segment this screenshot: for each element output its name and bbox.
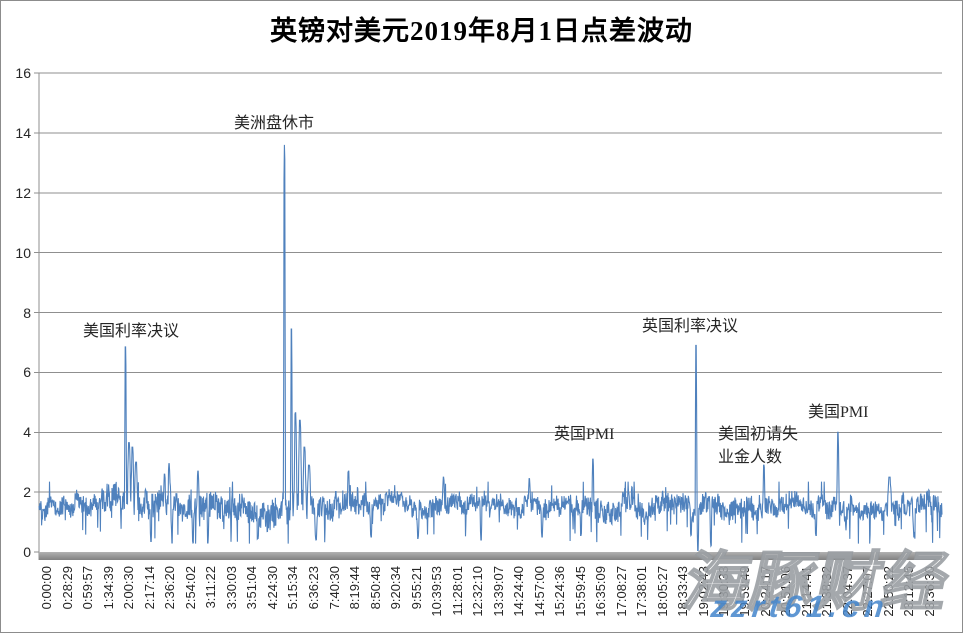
y-tick-label: 12 bbox=[15, 184, 31, 201]
y-tick-label: 14 bbox=[15, 124, 31, 141]
watermark-site: zzrt61.cn bbox=[709, 589, 891, 624]
x-tick-label: 18:05:27 bbox=[654, 566, 670, 617]
x-tick-label: 10:39:53 bbox=[429, 566, 445, 617]
series-line-spread bbox=[38, 144, 943, 552]
x-tick-label: 2:00:30 bbox=[121, 566, 137, 610]
x-tick-label: 14:57:00 bbox=[531, 566, 547, 617]
x-tick-label: 3:51:04 bbox=[244, 566, 260, 610]
x-tick-label: 9:20:34 bbox=[388, 566, 404, 610]
x-tick-label: 17:38:01 bbox=[634, 566, 650, 617]
x-tick-label: 3:30:03 bbox=[223, 566, 239, 610]
x-tick-label: 1:34:39 bbox=[100, 566, 116, 610]
x-tick-label: 14:24:40 bbox=[511, 566, 527, 617]
y-tick-label: 16 bbox=[15, 65, 31, 81]
x-tick-label: 11:28:01 bbox=[449, 566, 465, 616]
x-tick-label: 0:00:00 bbox=[39, 566, 55, 610]
x-tick-label: 0:28:29 bbox=[59, 566, 75, 610]
x-axis-bar bbox=[39, 552, 942, 560]
x-tick-label: 0:59:57 bbox=[80, 566, 96, 610]
x-tick-label: 17:08:27 bbox=[613, 566, 629, 617]
x-tick-label: 3:11:22 bbox=[203, 566, 219, 609]
annotation-label: 英国利率决议 bbox=[642, 318, 739, 335]
x-tick-label: 4:24:30 bbox=[264, 566, 280, 610]
x-tick-label: 2:17:14 bbox=[141, 566, 157, 610]
x-tick-label: 7:40:30 bbox=[326, 566, 342, 610]
annotation-label: 美国初请失业金人数 bbox=[718, 426, 799, 466]
y-tick-label: 8 bbox=[23, 304, 31, 321]
annotation-label: 美洲盘休市 bbox=[234, 115, 315, 132]
y-tick-label: 10 bbox=[15, 244, 31, 261]
x-tick-label: 16:35:09 bbox=[593, 566, 609, 617]
y-tick-label: 4 bbox=[23, 424, 31, 441]
x-tick-label: 15:59:45 bbox=[572, 566, 588, 617]
x-tick-label: 12:32:10 bbox=[470, 566, 486, 617]
x-tick-label: 2:36:20 bbox=[162, 566, 178, 610]
x-tick-label: 2:54:02 bbox=[182, 566, 198, 610]
x-tick-label: 15:24:36 bbox=[552, 566, 568, 617]
y-tick-label: 2 bbox=[23, 484, 31, 501]
x-tick-label: 5:15:34 bbox=[285, 566, 301, 610]
annotation-label: 美国利率决议 bbox=[83, 323, 180, 340]
chart-title: 英镑对美元2019年8月1日点差波动 bbox=[270, 16, 693, 46]
y-tick-label: 0 bbox=[23, 544, 31, 560]
x-tick-label: 13:39:07 bbox=[490, 566, 506, 617]
x-tick-label: 8:50:48 bbox=[367, 566, 383, 610]
annotation-label: 英国PMI bbox=[554, 426, 615, 443]
x-tick-label: 6:36:23 bbox=[306, 566, 321, 610]
annotation-label: 美国PMI bbox=[808, 404, 869, 421]
y-tick-label: 6 bbox=[23, 364, 31, 381]
x-tick-label: 9:55:21 bbox=[408, 566, 424, 610]
x-tick-label: 8:19:44 bbox=[347, 566, 363, 610]
